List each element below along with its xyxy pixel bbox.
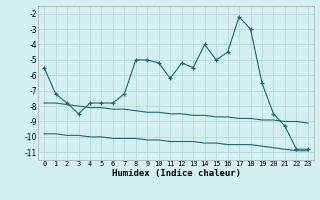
X-axis label: Humidex (Indice chaleur): Humidex (Indice chaleur) [111, 169, 241, 178]
